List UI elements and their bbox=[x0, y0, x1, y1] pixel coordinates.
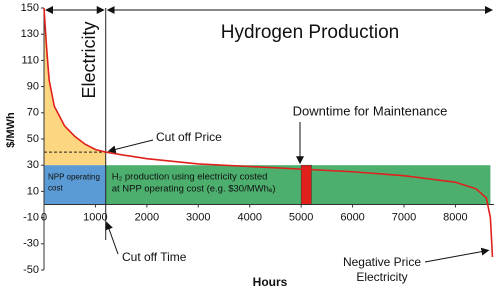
annotation-arrow bbox=[105, 221, 119, 255]
y-tick-label: 70 bbox=[27, 107, 39, 119]
x-tick-label: 0 bbox=[41, 211, 47, 223]
annotation: Electricity bbox=[356, 270, 407, 284]
x-tick-label: 4000 bbox=[237, 211, 261, 223]
y-tick-label: 50 bbox=[27, 133, 39, 145]
x-tick-label: 1000 bbox=[83, 211, 107, 223]
annotation: H₂ production using electricity costed bbox=[112, 172, 268, 183]
x-tick-label: 5000 bbox=[289, 211, 313, 223]
y-tick-label: -50 bbox=[23, 264, 39, 276]
electricity-area bbox=[44, 8, 106, 166]
x-tick-label: 8000 bbox=[443, 211, 467, 223]
y-tick-label: 90 bbox=[27, 81, 39, 93]
price-curve bbox=[43, 7, 494, 257]
y-tick-label: 150 bbox=[21, 2, 39, 14]
annotation: at NPP operating cost (e.g. $30/MWhₑ) bbox=[112, 184, 276, 195]
annotation-arrow bbox=[424, 247, 490, 263]
h2-area bbox=[105, 165, 491, 205]
annotation: Downtime for Maintenance bbox=[293, 103, 448, 118]
annotation: NPP operating bbox=[48, 172, 100, 181]
x-axis-label: Hours bbox=[253, 275, 288, 289]
annotation: Cut off Time bbox=[122, 250, 187, 264]
y-tick-label: 130 bbox=[21, 28, 39, 40]
region-label: Electricity bbox=[79, 21, 99, 98]
chart-title: Hydrogen Production bbox=[221, 22, 400, 43]
y-tick-label: 110 bbox=[21, 54, 39, 66]
y-tick-label: 10 bbox=[27, 185, 39, 197]
x-tick-label: 2000 bbox=[135, 211, 159, 223]
annotation: cost bbox=[48, 183, 63, 192]
y-axis-label: $/MWh bbox=[5, 112, 17, 148]
y-tick-label: 30 bbox=[27, 159, 39, 171]
downtime-bar bbox=[300, 164, 312, 205]
npp-cost-area bbox=[44, 165, 106, 205]
x-tick-label: 7000 bbox=[392, 211, 416, 223]
annotation: Negative Price bbox=[343, 255, 421, 269]
x-tick-label: 3000 bbox=[186, 211, 210, 223]
x-tick-label: 6000 bbox=[340, 211, 364, 223]
y-tick-label: -10 bbox=[23, 212, 39, 224]
y-tick-label: -30 bbox=[23, 238, 39, 250]
annotation-arrow bbox=[107, 139, 154, 154]
annotation: Cut off Price bbox=[156, 130, 222, 144]
